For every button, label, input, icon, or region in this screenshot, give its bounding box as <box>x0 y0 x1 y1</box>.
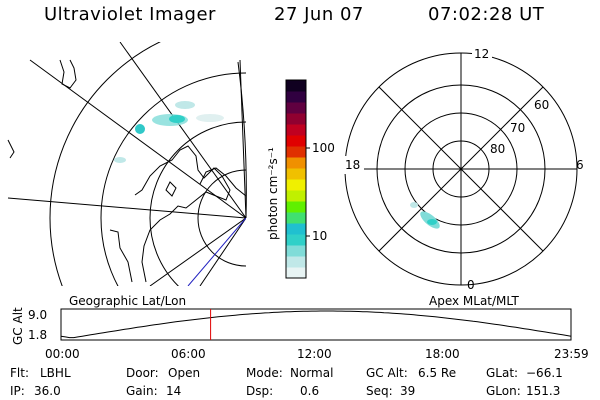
colorbar-segment <box>286 234 306 246</box>
xtick-1200: 12:00 <box>297 347 332 361</box>
lat-circle <box>100 72 246 286</box>
seq-label: Seq: <box>366 384 393 398</box>
colorbar-segment <box>286 190 306 202</box>
meridian <box>199 217 246 286</box>
colorbar-unit: photon cm⁻²s⁻¹ <box>266 147 280 240</box>
colorbar-segment <box>286 80 306 92</box>
timeline-ytick-max: 9.0 <box>28 308 47 322</box>
colorbar-segment <box>286 212 306 224</box>
colorbar-segment <box>286 168 306 180</box>
lat-circle <box>149 121 246 286</box>
meridian <box>149 217 246 286</box>
polar-aurora <box>410 202 440 229</box>
lat-circle <box>197 169 246 267</box>
page-title: Ultraviolet Imager <box>44 4 216 25</box>
seq-value: 39 <box>400 384 416 398</box>
gain-label: Gain: <box>126 384 158 398</box>
colorbar-segment <box>286 179 306 191</box>
door-value: Open <box>168 366 201 380</box>
xtick-0000: 00:00 <box>45 347 80 361</box>
xtick-0600: 06:00 <box>171 347 206 361</box>
polar-panel-caption: Apex MLat/MLT <box>429 294 519 308</box>
meridian <box>119 42 246 219</box>
ip-value: 36.0 <box>34 384 61 398</box>
colorbar-segment <box>286 135 306 147</box>
colorbar-segment <box>286 256 306 268</box>
door-label: Door: <box>126 366 159 380</box>
glat-label: GLat: <box>486 366 519 380</box>
satellite-track <box>187 217 246 286</box>
colorbar-segment <box>286 102 306 114</box>
gcalt-label: GC Alt: <box>366 366 408 380</box>
mode-value: Normal <box>290 366 334 380</box>
ip-label: IP: <box>10 384 25 398</box>
colorbar-segment <box>286 157 306 169</box>
flt-value: LBHL <box>40 366 71 380</box>
aurora-emission <box>114 101 224 163</box>
colorbar-segment <box>286 91 306 103</box>
mlat-label-60: 60 <box>534 98 549 112</box>
gcalt-value: 6.5 Re <box>418 366 457 380</box>
mlat-label-70: 70 <box>510 121 525 135</box>
colorbar-segment <box>286 146 306 158</box>
date-label: 27 Jun 07 <box>274 4 364 25</box>
mlt-label-6: 6 <box>576 158 584 172</box>
dsp-label: Dsp: <box>246 384 274 398</box>
colorbar-segment <box>286 223 306 235</box>
mode-label: Mode: <box>246 366 283 380</box>
colorbar-tick-100: 100 <box>312 141 335 155</box>
colorbar-frame <box>285 79 307 279</box>
colorbar-segment <box>286 267 306 279</box>
time-label: 07:02:28 UT <box>428 4 545 25</box>
dsp-value: 0.6 <box>300 384 320 398</box>
polar-plot <box>344 52 578 286</box>
mlt-label-18: 18 <box>345 158 360 172</box>
colorbar-segment <box>286 124 306 136</box>
geo-panel-caption: Geographic Lat/Lon <box>69 294 186 308</box>
colorbar-segment <box>286 201 306 213</box>
lat-circle <box>49 42 162 286</box>
altitude-timeline <box>60 308 572 341</box>
geographic-map <box>7 42 246 286</box>
flt-label: Flt: <box>10 366 29 380</box>
glon-label: GLon: <box>486 384 521 398</box>
xtick-1800: 18:00 <box>425 347 460 361</box>
colorbar <box>286 80 306 279</box>
mlt-label-12: 12 <box>474 47 489 61</box>
altitude-curve <box>60 310 572 339</box>
timeline-frame <box>60 308 572 341</box>
mlat-label-80: 80 <box>490 142 505 156</box>
gain-value: 14 <box>166 384 182 398</box>
mlt-label-0: 0 <box>467 278 475 292</box>
glat-value: −66.1 <box>526 366 563 380</box>
meridian <box>7 197 246 219</box>
colorbar-segment <box>286 113 306 125</box>
coastline <box>7 59 246 283</box>
xtick-2359: 23:59 <box>554 347 589 361</box>
colorbar-tick-10: 10 <box>312 229 327 243</box>
colorbar-segment <box>286 245 306 257</box>
timeline-ytick-min: 1.8 <box>28 328 47 342</box>
geo-panel-edge <box>237 61 247 219</box>
timeline-ylabel: GC Alt <box>11 307 25 345</box>
glon-value: 151.3 <box>526 384 561 398</box>
